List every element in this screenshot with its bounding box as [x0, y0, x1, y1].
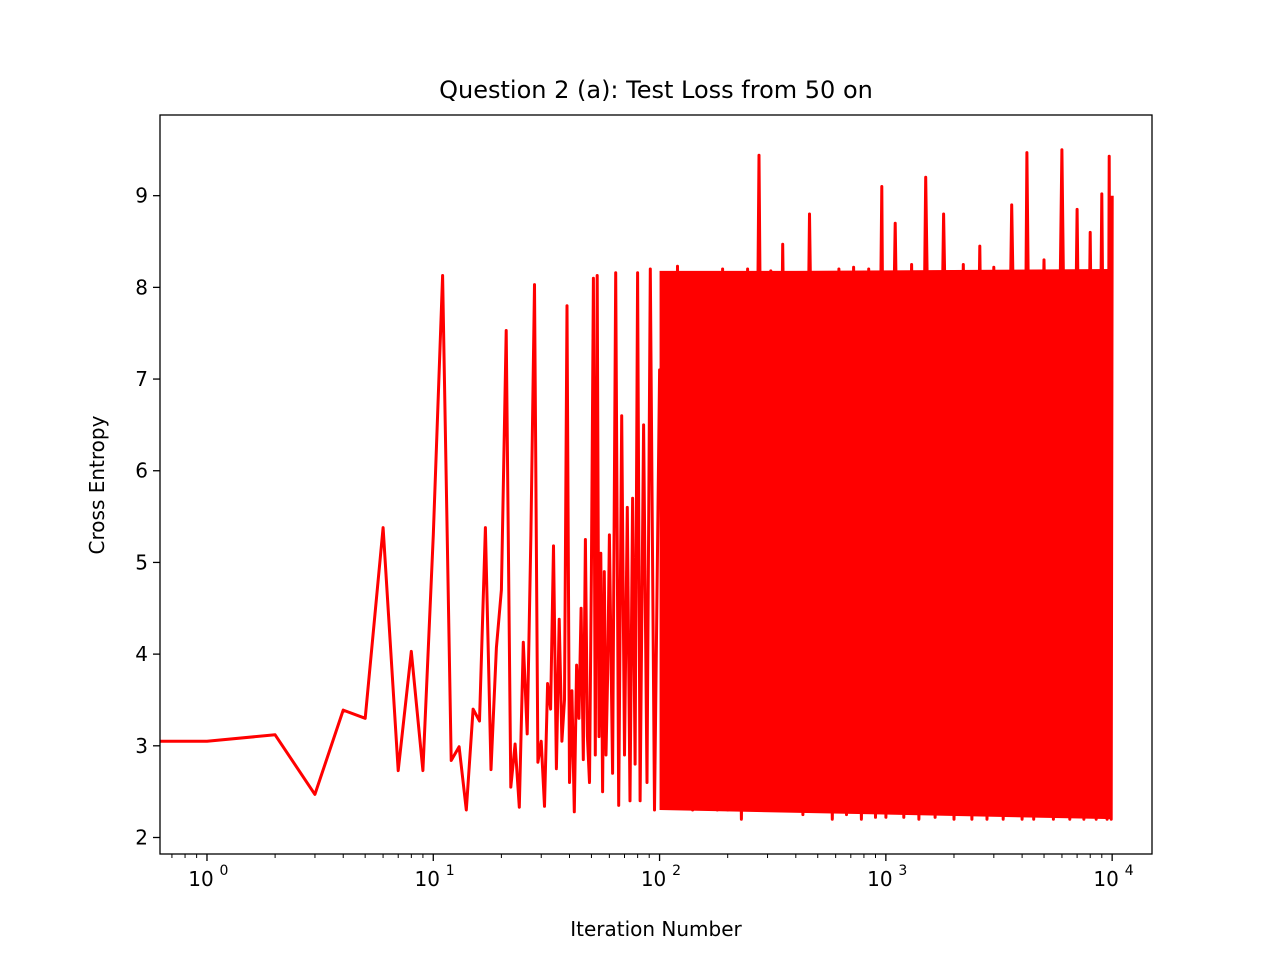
x-axis-label: Iteration Number — [570, 917, 742, 941]
x-tick-exponent: 0 — [220, 863, 229, 879]
x-tick-label: 10 — [1093, 867, 1118, 891]
y-tick-label: 3 — [135, 734, 148, 758]
x-tick-exponent: 4 — [1125, 863, 1134, 879]
y-tick-label: 9 — [135, 184, 148, 208]
y-axis-label: Cross Entropy — [85, 415, 109, 554]
y-tick-label: 5 — [135, 550, 148, 574]
x-axis: 10 0 10 1 10 2 10 3 10 4 — [171, 854, 1134, 891]
x-tick-exponent: 2 — [672, 863, 681, 879]
x-tick-exponent: 3 — [898, 863, 907, 879]
x-tick-label: 10 — [867, 867, 892, 891]
chart-title: Question 2 (a): Test Loss from 50 on — [439, 76, 873, 104]
x-tick-exponent: 1 — [446, 863, 455, 879]
series-layer — [160, 148, 1114, 821]
x-tick-label: 10 — [188, 867, 213, 891]
y-tick-label: 8 — [135, 275, 148, 299]
x-tick-label: 10 — [641, 867, 666, 891]
plot-frame — [159, 114, 1153, 855]
series-line — [160, 148, 1114, 821]
y-tick-label: 2 — [135, 825, 148, 849]
y-tick-label: 4 — [135, 642, 148, 666]
y-tick-label: 7 — [135, 367, 148, 391]
x-tick-label: 10 — [415, 867, 440, 891]
y-axis: 2 3 4 5 6 7 8 9 — [135, 184, 160, 849]
y-tick-label: 6 — [135, 459, 148, 483]
